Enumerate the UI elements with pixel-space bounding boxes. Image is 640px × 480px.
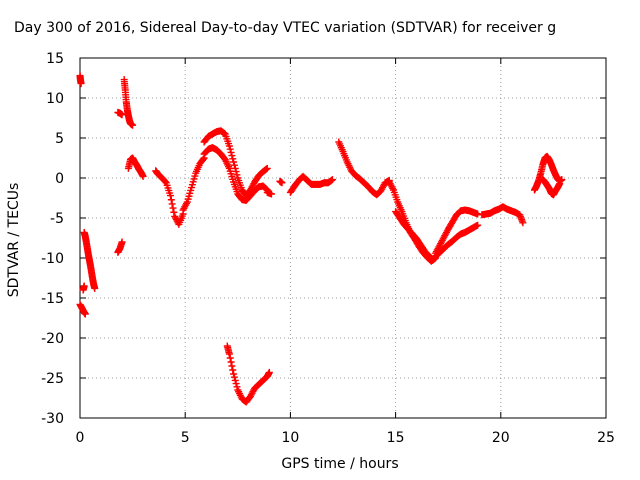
data-segment: [120, 76, 137, 129]
data-point: [231, 164, 239, 172]
data-point: [169, 204, 177, 212]
data-point: [80, 282, 88, 290]
data-segment: [76, 72, 85, 88]
data-point: [118, 238, 126, 246]
data-point: [81, 310, 89, 318]
data-point: [229, 366, 237, 374]
data-segment: [335, 138, 393, 199]
data-segment: [200, 144, 271, 204]
data-point: [232, 168, 240, 176]
y-tick-label: 0: [55, 171, 64, 187]
data-point: [558, 176, 566, 184]
data-point: [182, 200, 190, 208]
data-point: [232, 380, 240, 388]
y-tick-label: -5: [50, 211, 64, 227]
x-axis-label: GPS time / hours: [281, 456, 399, 472]
y-tick-label: 10: [46, 91, 64, 107]
data-point: [328, 176, 336, 184]
data-segment: [263, 188, 275, 198]
data-point: [230, 373, 238, 381]
data-point: [278, 179, 286, 187]
y-tick-label: -20: [41, 331, 64, 347]
data-points: [76, 72, 566, 406]
data-point: [168, 200, 176, 208]
data-point: [227, 148, 235, 156]
x-tick-label: 0: [76, 430, 85, 446]
data-point: [225, 350, 233, 358]
x-tick-label: 20: [492, 430, 510, 446]
data-point: [389, 184, 397, 192]
data-segment: [286, 172, 336, 196]
data-point: [227, 358, 235, 366]
y-tick-label: -10: [41, 251, 64, 267]
data-point: [228, 152, 236, 160]
data-point: [77, 80, 85, 88]
x-tick-label: 25: [597, 430, 615, 446]
data-point: [228, 362, 236, 370]
y-tick-label: -15: [41, 291, 64, 307]
data-point: [225, 142, 233, 150]
data-point: [519, 219, 527, 227]
data-point: [166, 192, 174, 200]
data-point: [91, 284, 99, 292]
grid-lines: [80, 58, 606, 418]
tick-labels: 0 5 10 15 20 25 15 10 5 0 -5 -10 -15 -20 -25 -30: [41, 51, 615, 446]
y-tick-label: -25: [41, 371, 64, 387]
axis-ticks: [79, 57, 607, 419]
data-point: [118, 111, 126, 119]
data-segment: [432, 221, 482, 260]
data-segment: [530, 152, 566, 194]
data-point: [170, 208, 178, 216]
data-point: [161, 178, 169, 186]
data-point: [139, 172, 147, 180]
y-tick-label: 5: [55, 131, 64, 147]
x-tick-label: 10: [281, 430, 299, 446]
data-point: [267, 190, 275, 198]
y-tick-label: -30: [41, 411, 64, 427]
data-point: [233, 171, 241, 179]
chart-title: Day 300 of 2016, Sidereal Day-to-day VTE…: [14, 20, 557, 36]
data-point: [226, 354, 234, 362]
data-point: [233, 383, 241, 391]
x-tick-label: 15: [387, 430, 405, 446]
data-segment: [114, 238, 126, 256]
data-point: [474, 221, 482, 229]
data-segment: [385, 178, 440, 265]
data-point: [230, 158, 238, 166]
y-axis-label: SDTVAR / TECUs: [6, 182, 22, 298]
x-tick-label: 5: [181, 430, 190, 446]
data-point: [230, 161, 238, 169]
data-point: [167, 196, 175, 204]
data-segment: [276, 177, 286, 187]
y-tick-label: 15: [46, 51, 64, 67]
plot-border: [79, 57, 607, 419]
data-point: [229, 155, 237, 163]
data-segment: [478, 203, 527, 227]
data-segment: [76, 300, 89, 318]
data-point: [263, 164, 271, 172]
data-point: [199, 155, 207, 163]
data-segment: [223, 342, 273, 406]
data-segment: [80, 228, 99, 292]
data-point: [226, 145, 234, 153]
data-segment: [539, 176, 564, 199]
data-point: [556, 180, 564, 188]
data-segment: [79, 282, 88, 294]
data-point: [129, 121, 137, 129]
data-segment: [392, 208, 437, 264]
data-segment: [124, 154, 147, 180]
data-segment: [114, 108, 126, 119]
data-point: [230, 370, 238, 378]
data-segment: [152, 167, 187, 228]
data-segment: [200, 127, 271, 200]
data-point: [265, 368, 273, 376]
data-point: [231, 376, 239, 384]
data-segment: [179, 154, 208, 214]
data-point: [262, 185, 270, 193]
